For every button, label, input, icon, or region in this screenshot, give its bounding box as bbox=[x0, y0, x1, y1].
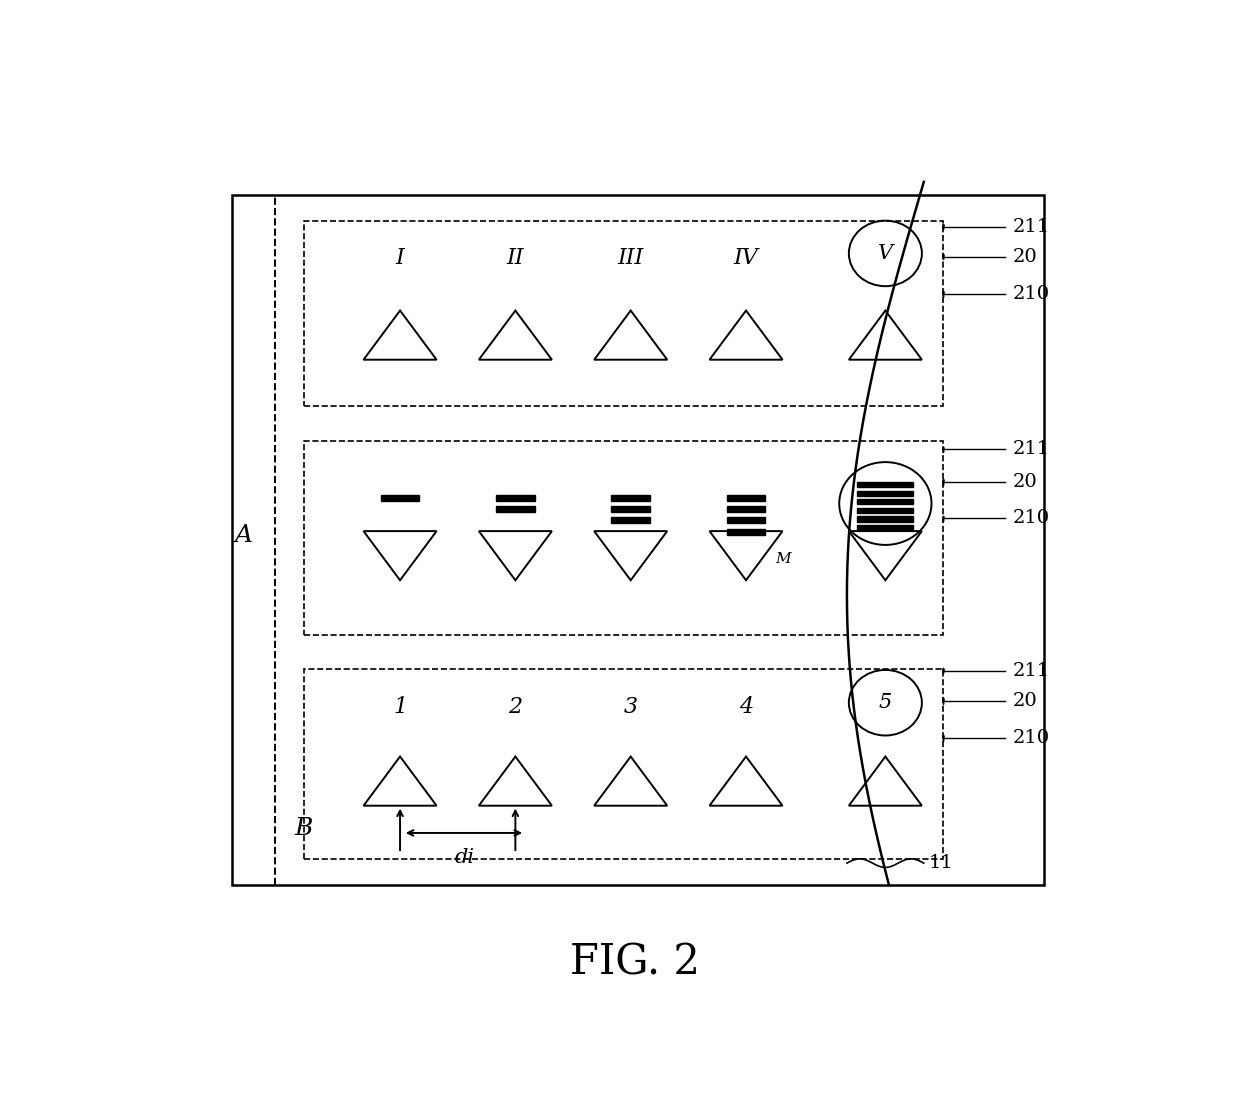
Text: 20: 20 bbox=[1012, 473, 1037, 491]
Text: II: II bbox=[507, 246, 525, 269]
Text: 4: 4 bbox=[739, 696, 753, 718]
Text: 5: 5 bbox=[879, 693, 892, 712]
Bar bbox=[727, 495, 765, 501]
Text: FIG. 2: FIG. 2 bbox=[570, 941, 701, 983]
Text: 210: 210 bbox=[1012, 729, 1049, 747]
Text: I: I bbox=[396, 246, 404, 269]
Text: 210: 210 bbox=[1012, 510, 1049, 528]
Bar bbox=[858, 516, 913, 522]
Bar bbox=[727, 529, 765, 534]
Bar bbox=[858, 507, 913, 513]
Bar bbox=[381, 495, 419, 501]
Bar bbox=[496, 506, 534, 512]
Bar bbox=[611, 506, 650, 512]
Text: 20: 20 bbox=[1012, 692, 1037, 710]
Text: 1: 1 bbox=[393, 696, 407, 718]
Text: di: di bbox=[454, 849, 475, 868]
Bar bbox=[304, 440, 944, 635]
Bar bbox=[727, 517, 765, 523]
Text: III: III bbox=[618, 246, 644, 269]
Text: 3: 3 bbox=[624, 696, 637, 718]
Bar bbox=[304, 221, 944, 407]
Bar bbox=[858, 482, 913, 487]
Text: 11: 11 bbox=[929, 855, 954, 872]
Text: 211: 211 bbox=[1012, 217, 1049, 235]
Bar bbox=[858, 525, 913, 530]
Text: A: A bbox=[236, 524, 253, 547]
Bar bbox=[727, 506, 765, 512]
Text: 210: 210 bbox=[1012, 284, 1049, 302]
Bar bbox=[611, 495, 650, 501]
Bar bbox=[858, 500, 913, 504]
Bar bbox=[496, 495, 534, 501]
Text: M: M bbox=[775, 552, 790, 566]
Bar bbox=[611, 517, 650, 523]
Bar bbox=[232, 195, 1044, 885]
Text: 211: 211 bbox=[1012, 440, 1049, 458]
Text: 211: 211 bbox=[1012, 662, 1049, 680]
Text: 20: 20 bbox=[1012, 248, 1037, 265]
Bar bbox=[858, 491, 913, 496]
Text: V: V bbox=[878, 244, 893, 263]
Text: IV: IV bbox=[734, 246, 759, 269]
Text: 2: 2 bbox=[508, 696, 522, 718]
Bar bbox=[304, 669, 944, 859]
Text: B: B bbox=[295, 818, 314, 840]
